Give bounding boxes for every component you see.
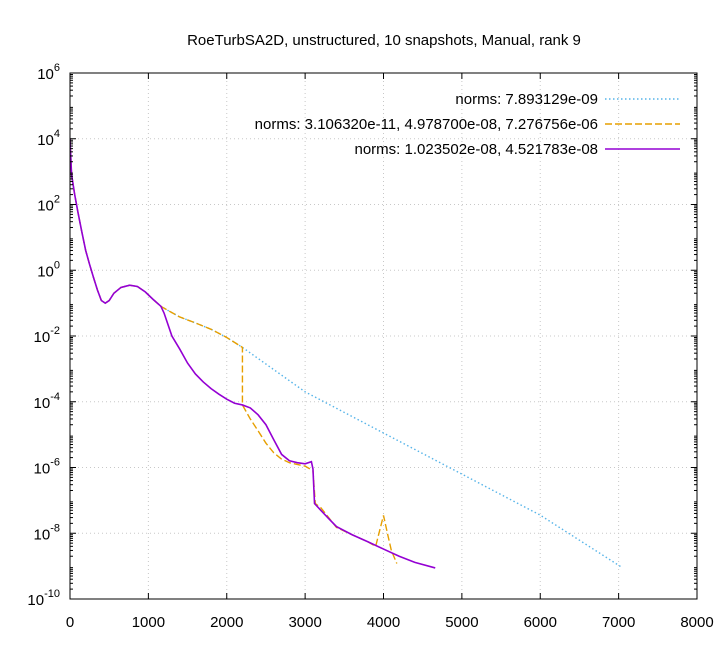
ticks: 0 1000 2000 3000 4000 5000 6000 7000 80001061041… xyxy=(27,62,713,631)
series-line-1 xyxy=(70,138,623,569)
y-tick-exponent: -4 xyxy=(50,391,60,403)
y-tick-base: 10 xyxy=(37,132,54,149)
y-tick-base: 10 xyxy=(34,395,51,412)
y-tick-exponent: -10 xyxy=(44,588,60,600)
y-tick-label: 104 xyxy=(37,128,60,149)
x-tick-label: 8000 xyxy=(680,614,713,631)
x-tick-label: 7000 xyxy=(602,614,635,631)
x-tick-label: 0 xyxy=(66,614,74,631)
y-tick-exponent: -6 xyxy=(50,457,60,469)
y-tick-label: 10-4 xyxy=(34,391,60,412)
y-tick-exponent: 2 xyxy=(54,194,60,206)
y-tick-base: 10 xyxy=(34,461,51,478)
y-tick-exponent: -8 xyxy=(50,522,60,534)
grid xyxy=(70,73,697,599)
y-tick-exponent: -2 xyxy=(50,325,60,337)
chart-title: RoeTurbSA2D, unstructured, 10 snapshots,… xyxy=(187,32,581,49)
legend: norms: 7.893129e-09 norms: 3.106320e-11, … xyxy=(255,91,680,158)
y-tick-base: 10 xyxy=(37,66,54,83)
y-tick-base: 10 xyxy=(34,329,51,346)
y-tick-base: 10 xyxy=(27,592,44,609)
x-tick-label: 3000 xyxy=(288,614,321,631)
y-tick-label: 10-2 xyxy=(34,325,60,346)
y-tick-label: 10-10 xyxy=(27,588,60,609)
legend-label-2: norms: 3.106320e-11, 4.978700e-08, 7.276… xyxy=(255,116,598,133)
y-tick-base: 10 xyxy=(37,198,54,215)
y-tick-label: 100 xyxy=(37,259,60,280)
x-tick-label: 6000 xyxy=(524,614,557,631)
y-tick-base: 10 xyxy=(37,263,54,280)
y-tick-label: 106 xyxy=(37,62,60,83)
x-tick-label: 2000 xyxy=(210,614,243,631)
series-line-3 xyxy=(70,138,436,569)
y-tick-label: 10-6 xyxy=(34,457,60,478)
series-layer xyxy=(70,138,623,569)
y-tick-label: 102 xyxy=(37,194,60,215)
x-tick-label: 1000 xyxy=(132,614,165,631)
y-tick-exponent: 4 xyxy=(54,128,60,140)
y-tick-exponent: 6 xyxy=(54,62,60,74)
y-tick-label: 10-8 xyxy=(34,522,60,543)
y-tick-base: 10 xyxy=(34,526,51,543)
x-tick-label: 5000 xyxy=(445,614,478,631)
y-tick-exponent: 0 xyxy=(54,259,60,271)
x-tick-label: 4000 xyxy=(367,614,400,631)
legend-label-1: norms: 7.893129e-09 xyxy=(455,91,598,108)
legend-label-3: norms: 1.023502e-08, 4.521783e-08 xyxy=(354,141,598,158)
